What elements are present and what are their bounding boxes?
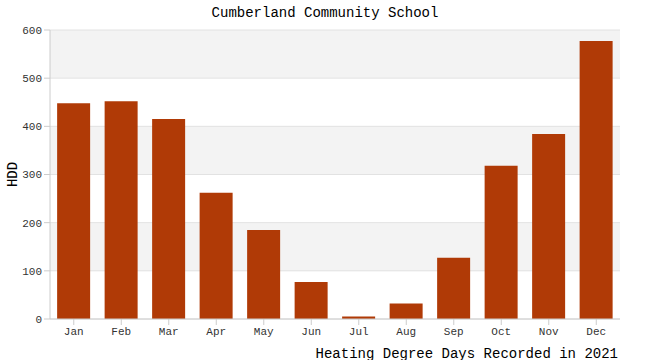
svg-text:Mar: Mar bbox=[159, 326, 179, 338]
svg-text:Oct: Oct bbox=[491, 326, 511, 338]
svg-text:Nov: Nov bbox=[539, 326, 559, 338]
svg-text:Apr: Apr bbox=[206, 326, 226, 338]
svg-text:300: 300 bbox=[22, 169, 42, 181]
svg-text:HDD: HDD bbox=[8, 162, 21, 187]
svg-text:100: 100 bbox=[22, 266, 42, 278]
svg-text:Heating Degree Days Recorded i: Heating Degree Days Recorded in 2021 bbox=[316, 346, 618, 360]
html-text:Cumberland Community School: Cumberland Community School bbox=[211, 5, 439, 21]
svg-text:600: 600 bbox=[22, 25, 42, 37]
svg-text:May: May bbox=[254, 326, 274, 338]
svg-text:500: 500 bbox=[22, 73, 42, 85]
svg-text:Dec: Dec bbox=[586, 326, 606, 338]
svg-text:Jul: Jul bbox=[349, 326, 369, 338]
svg-text:400: 400 bbox=[22, 121, 42, 133]
svg-text:Jun: Jun bbox=[301, 326, 321, 338]
svg-text:Jan: Jan bbox=[64, 326, 84, 338]
svg-text:200: 200 bbox=[22, 218, 42, 230]
svg-text:Feb: Feb bbox=[111, 326, 131, 338]
svg-text:Sep: Sep bbox=[444, 326, 464, 338]
svg-text:0: 0 bbox=[35, 314, 42, 326]
svg-text:Aug: Aug bbox=[396, 326, 416, 338]
